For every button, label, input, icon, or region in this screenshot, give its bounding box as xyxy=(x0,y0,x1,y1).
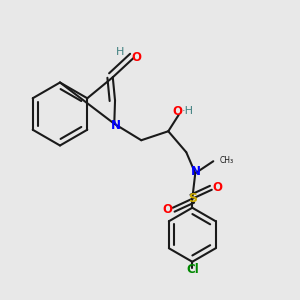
Text: CH₃: CH₃ xyxy=(220,155,234,164)
Text: O: O xyxy=(162,203,172,216)
Text: O: O xyxy=(131,51,141,64)
Text: H: H xyxy=(116,47,124,57)
Text: Cl: Cl xyxy=(186,263,199,276)
Text: N: N xyxy=(111,119,121,132)
Text: O: O xyxy=(212,182,222,194)
Text: ·H: ·H xyxy=(182,106,194,116)
Text: S: S xyxy=(188,192,197,205)
Text: O: O xyxy=(172,105,182,118)
Text: N: N xyxy=(191,165,201,178)
